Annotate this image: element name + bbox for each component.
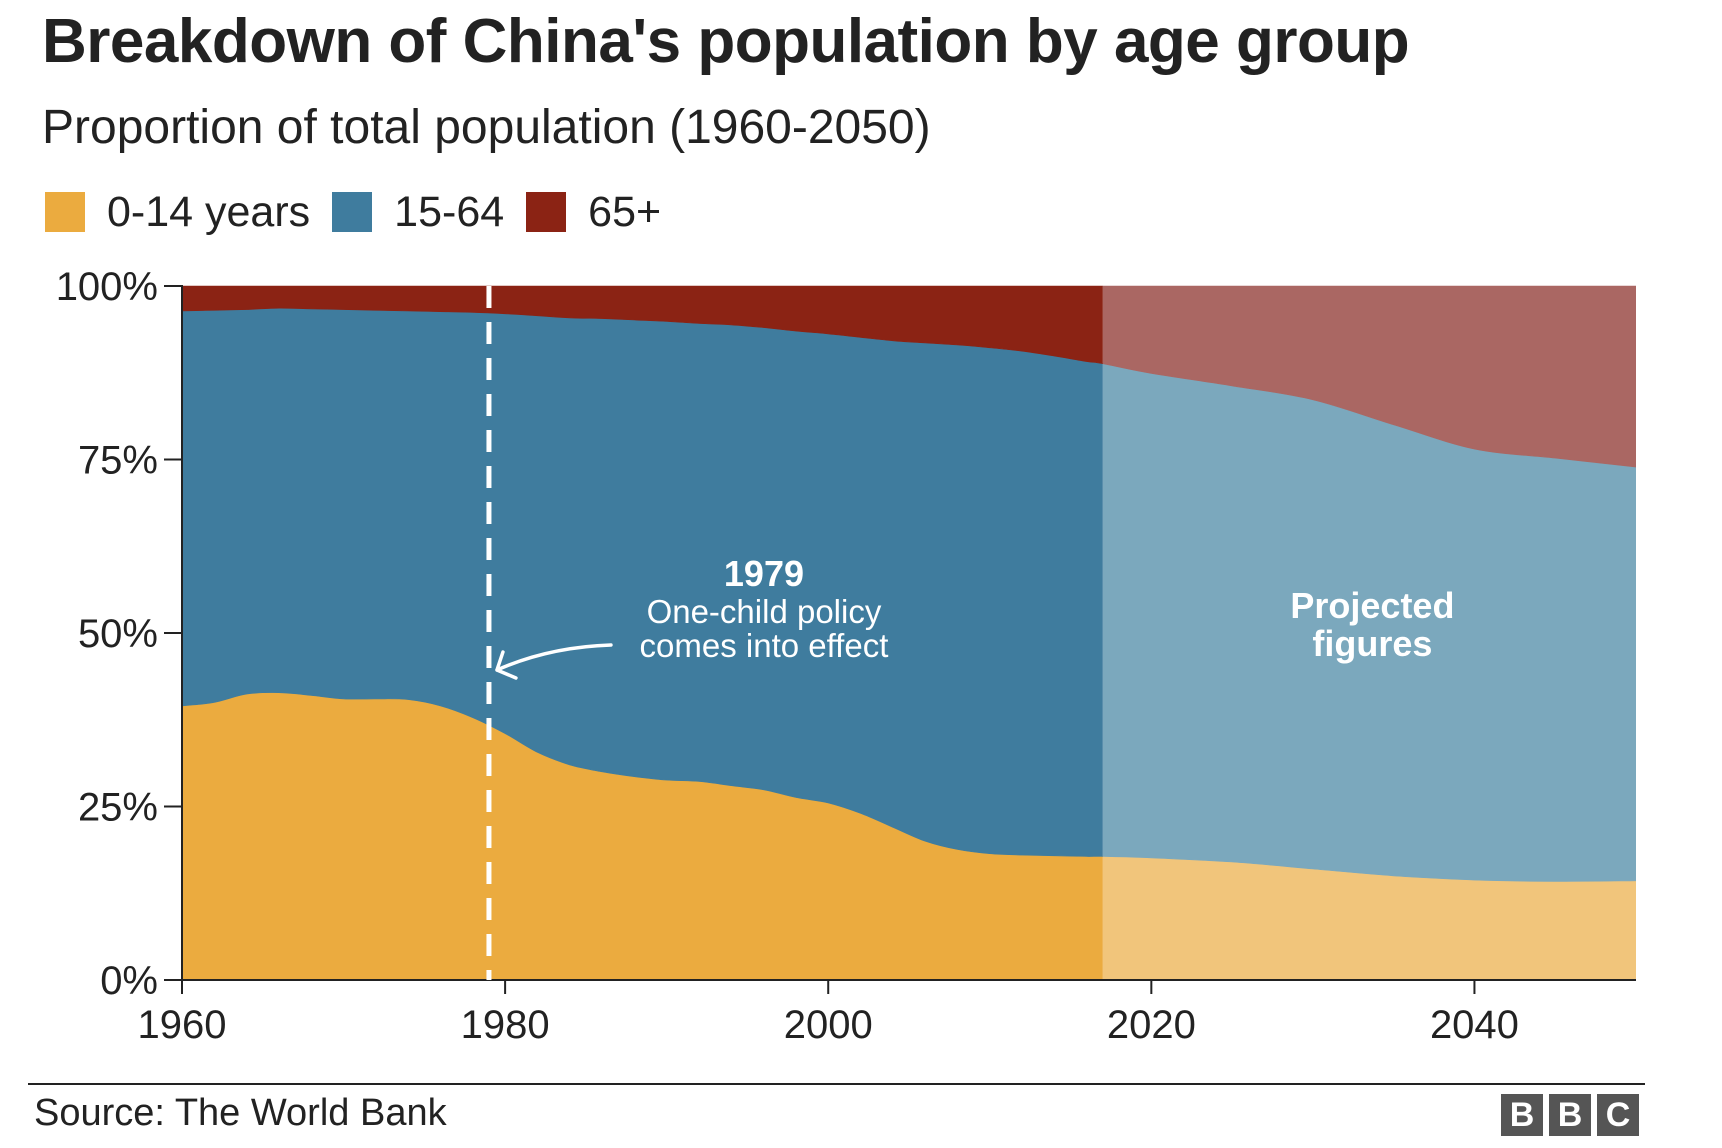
bbc-logo: B B C <box>1495 1094 1639 1136</box>
legend-item-65-plus: 65+ <box>526 188 661 237</box>
legend-swatch-65-plus <box>526 192 567 232</box>
annotation-projected-line1: Projected <box>1290 585 1454 626</box>
annotation-1979-line1: One-child policy <box>647 593 882 630</box>
x-tick-label: 1980 <box>461 1003 550 1047</box>
chart-title: Breakdown of China's population by age g… <box>42 7 1410 76</box>
chart-subtitle: Proportion of total population (1960-205… <box>42 101 931 154</box>
policy-arrow-icon <box>495 643 613 680</box>
x-tick-label: 2020 <box>1107 1003 1196 1047</box>
y-tick-label: 75% <box>78 439 158 483</box>
chart-axes: 0% 25% 50% 75% 100% 1960 1980 2000 2020 2040 <box>56 265 1636 1047</box>
annotation-1979-line2: comes into effect <box>640 627 889 664</box>
y-tick-label: 0% <box>100 959 158 1003</box>
bbc-logo-letter: C <box>1597 1094 1639 1136</box>
source-note: Source: The World Bank <box>34 1092 447 1134</box>
area-65-plus-historical <box>182 285 1103 364</box>
chart-areas <box>182 285 1637 981</box>
legend-item-15-64: 15-64 <box>332 188 504 237</box>
x-tick-label: 1960 <box>138 1003 227 1047</box>
area-65-plus-projected <box>1102 285 1637 468</box>
annotation-projected-line2: figures <box>1312 623 1432 664</box>
legend-label-15-64: 15-64 <box>394 187 505 236</box>
legend-item-0-14: 0-14 years <box>45 188 310 237</box>
y-tick-label: 25% <box>78 786 158 830</box>
x-tick-label: 2000 <box>784 1003 873 1047</box>
legend-label-65-plus: 65+ <box>588 187 662 236</box>
y-tick-label: 50% <box>78 612 158 656</box>
footer-divider <box>28 1083 1645 1085</box>
legend-label-0-14: 0-14 years <box>107 187 311 236</box>
chart-annotations: 1979 One-child policy comes into effect … <box>486 286 1454 980</box>
annotation-1979-year: 1979 <box>724 553 804 594</box>
x-tick-label: 2040 <box>1430 1003 1519 1047</box>
bbc-logo-letter: B <box>1549 1094 1591 1136</box>
legend-swatch-15-64 <box>332 192 373 232</box>
legend-swatch-0-14 <box>45 192 85 232</box>
y-tick-label: 100% <box>56 265 158 309</box>
bbc-logo-letter: B <box>1501 1094 1543 1136</box>
legend: 0-14 years 15-64 65+ <box>45 188 683 236</box>
